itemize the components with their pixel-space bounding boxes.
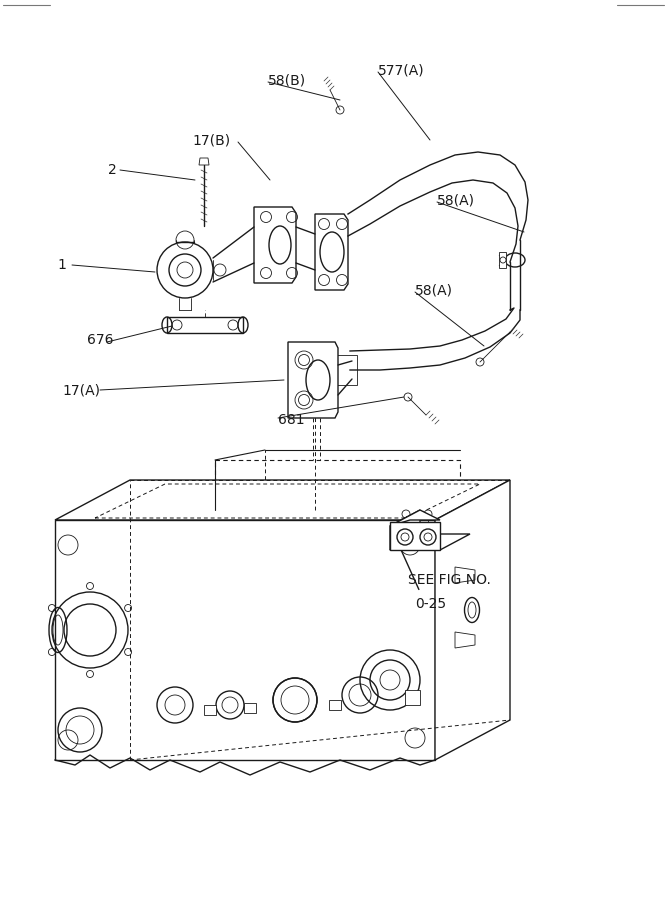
Polygon shape	[329, 700, 341, 710]
Text: 17(A): 17(A)	[62, 383, 100, 397]
Polygon shape	[244, 703, 256, 713]
Text: 58(B): 58(B)	[268, 73, 306, 87]
Polygon shape	[405, 690, 420, 705]
Polygon shape	[390, 522, 440, 550]
Text: SEE FIG NO.: SEE FIG NO.	[408, 573, 491, 587]
Polygon shape	[315, 214, 348, 290]
Polygon shape	[337, 355, 357, 385]
Text: 58(A): 58(A)	[437, 193, 475, 207]
Text: 1: 1	[57, 258, 66, 272]
Polygon shape	[254, 207, 296, 283]
Polygon shape	[390, 510, 420, 550]
Text: 58(A): 58(A)	[415, 283, 453, 297]
Polygon shape	[499, 252, 506, 268]
Polygon shape	[55, 480, 510, 520]
Polygon shape	[455, 567, 475, 583]
Polygon shape	[435, 480, 510, 760]
Text: 681: 681	[278, 413, 305, 427]
Text: 577(A): 577(A)	[378, 63, 425, 77]
Text: 17(B): 17(B)	[192, 133, 230, 147]
Polygon shape	[390, 534, 470, 550]
Polygon shape	[199, 158, 209, 165]
Polygon shape	[55, 520, 435, 760]
Polygon shape	[167, 317, 243, 333]
Text: 0-25: 0-25	[415, 597, 446, 611]
Text: 676: 676	[87, 333, 113, 347]
Text: 2: 2	[108, 163, 117, 177]
Polygon shape	[455, 632, 475, 648]
Polygon shape	[288, 342, 338, 418]
Polygon shape	[204, 705, 216, 715]
Polygon shape	[390, 510, 440, 526]
